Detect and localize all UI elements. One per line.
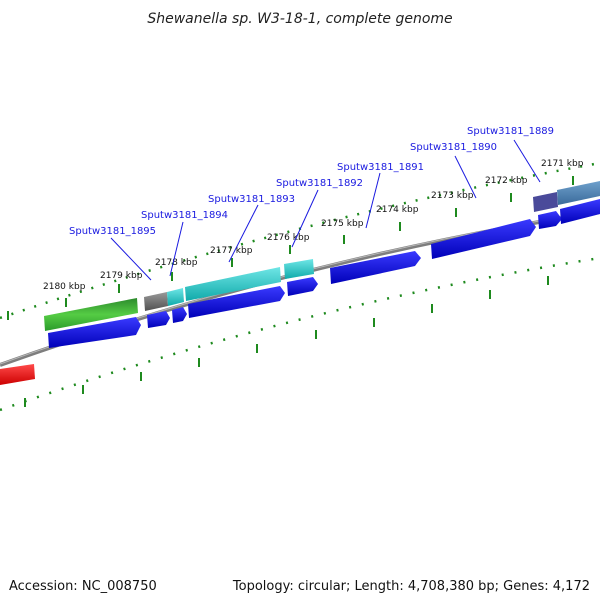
feature-red[interactable] xyxy=(0,364,35,385)
cds-arrow[interactable] xyxy=(48,317,141,348)
cds-arrow[interactable] xyxy=(147,311,170,328)
tick-label-2177: 2177 kbp xyxy=(210,246,253,256)
cds-arrow[interactable] xyxy=(188,286,285,318)
gene-label-1889[interactable]: Sputw3181_1889 xyxy=(467,126,554,137)
cds-arrow[interactable] xyxy=(538,211,562,229)
feature-cyan-short[interactable] xyxy=(284,259,314,279)
gene-label-1891[interactable]: Sputw3181_1891 xyxy=(337,162,424,173)
feature-cyan-small[interactable] xyxy=(167,288,184,306)
feature-green[interactable] xyxy=(44,298,138,331)
tick-label-2175: 2175 kbp xyxy=(321,219,364,229)
cds-arrow[interactable] xyxy=(560,199,600,224)
tick-label-2172: 2172 kbp xyxy=(485,176,528,186)
cds-arrow[interactable] xyxy=(431,219,536,259)
major-ticks xyxy=(7,176,574,320)
tick-label-2174: 2174 kbp xyxy=(376,205,419,215)
feature-cyan-long[interactable] xyxy=(185,267,281,301)
feature-gray[interactable] xyxy=(144,292,168,311)
leader-line xyxy=(228,204,259,263)
feature-steel[interactable] xyxy=(557,181,600,205)
gene-label-1892[interactable]: Sputw3181_1892 xyxy=(276,178,363,189)
leader-line xyxy=(365,172,381,229)
tick-label-2179: 2179 kbp xyxy=(100,271,143,281)
outer-major-ticks xyxy=(24,276,549,407)
gene-label-1890[interactable]: Sputw3181_1890 xyxy=(410,142,497,153)
tick-label-2176: 2176 kbp xyxy=(267,233,310,243)
leader-line xyxy=(110,237,152,281)
feature-purple[interactable] xyxy=(533,192,558,212)
cds-arrow[interactable] xyxy=(172,307,187,323)
accession-text: Accession: NC_008750 xyxy=(9,579,157,594)
leader-line xyxy=(454,155,477,199)
tick-label-2178: 2178 kbp xyxy=(155,258,198,268)
tick-label-2180: 2180 kbp xyxy=(43,282,86,292)
cds-arrow[interactable] xyxy=(330,251,421,284)
gene-label-1894[interactable]: Sputw3181_1894 xyxy=(141,210,228,221)
leader-line xyxy=(513,139,541,183)
map-title: Shewanella sp. W3-18-1, complete genome xyxy=(147,11,452,27)
gene-label-1895[interactable]: Sputw3181_1895 xyxy=(69,226,156,237)
tick-label-2173: 2173 kbp xyxy=(431,191,474,201)
scale-dots-outer xyxy=(0,256,600,412)
leader-line xyxy=(169,221,184,277)
cds-arrow[interactable] xyxy=(287,277,318,296)
gene-label-1893[interactable]: Sputw3181_1893 xyxy=(208,194,295,205)
leader-line xyxy=(291,189,319,248)
gene-leaders xyxy=(110,139,541,281)
tick-label-2171: 2171 kbp xyxy=(541,159,584,169)
topology-text: Topology: circular; Length: 4,708,380 bp… xyxy=(232,579,590,594)
